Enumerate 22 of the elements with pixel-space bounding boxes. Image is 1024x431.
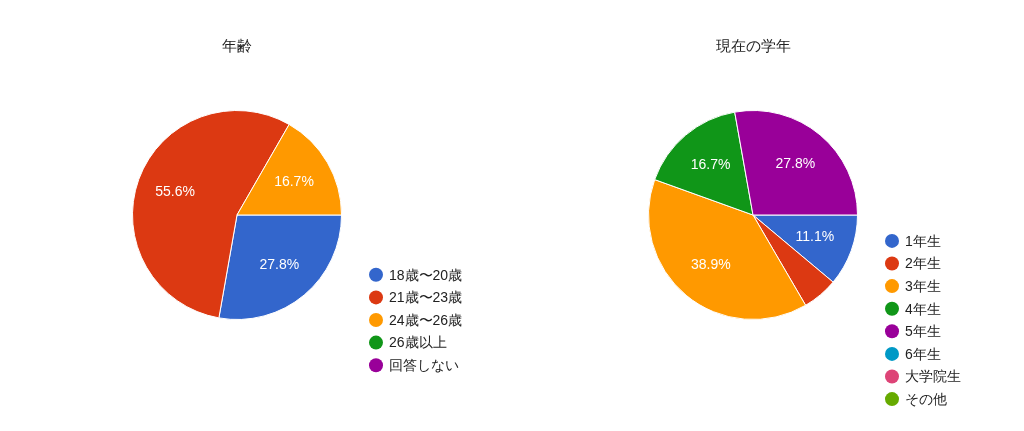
legend-label: 回答しない: [389, 357, 459, 374]
legend-label: 5年生: [905, 323, 941, 340]
chart-title: 現在の学年: [715, 37, 791, 55]
data-label: 11.1%: [795, 228, 835, 245]
data-label: 27.8%: [775, 155, 816, 172]
data-label: 16.7%: [274, 172, 314, 189]
legend-label: 6年生: [905, 345, 941, 362]
legend-label: 大学院生: [905, 368, 961, 385]
legend-label: 1年生: [905, 232, 941, 249]
legend-label: その他: [905, 390, 947, 407]
legend-label: 26歳以上: [389, 334, 447, 351]
legend-label: 4年生: [905, 300, 941, 317]
legend-label: 3年生: [905, 277, 941, 294]
chart-title: 年齢: [222, 37, 252, 55]
legend-label: 24歳〜26歳: [389, 311, 463, 328]
data-label: 38.9%: [691, 256, 731, 273]
legend-label: 21歳〜23歳: [389, 289, 463, 306]
data-label: 27.8%: [259, 256, 300, 273]
data-label: 16.7%: [690, 155, 731, 172]
legend-label: 18歳〜20歳: [389, 266, 463, 283]
legend-label: 2年生: [905, 255, 941, 272]
data-label: 55.6%: [155, 183, 195, 200]
